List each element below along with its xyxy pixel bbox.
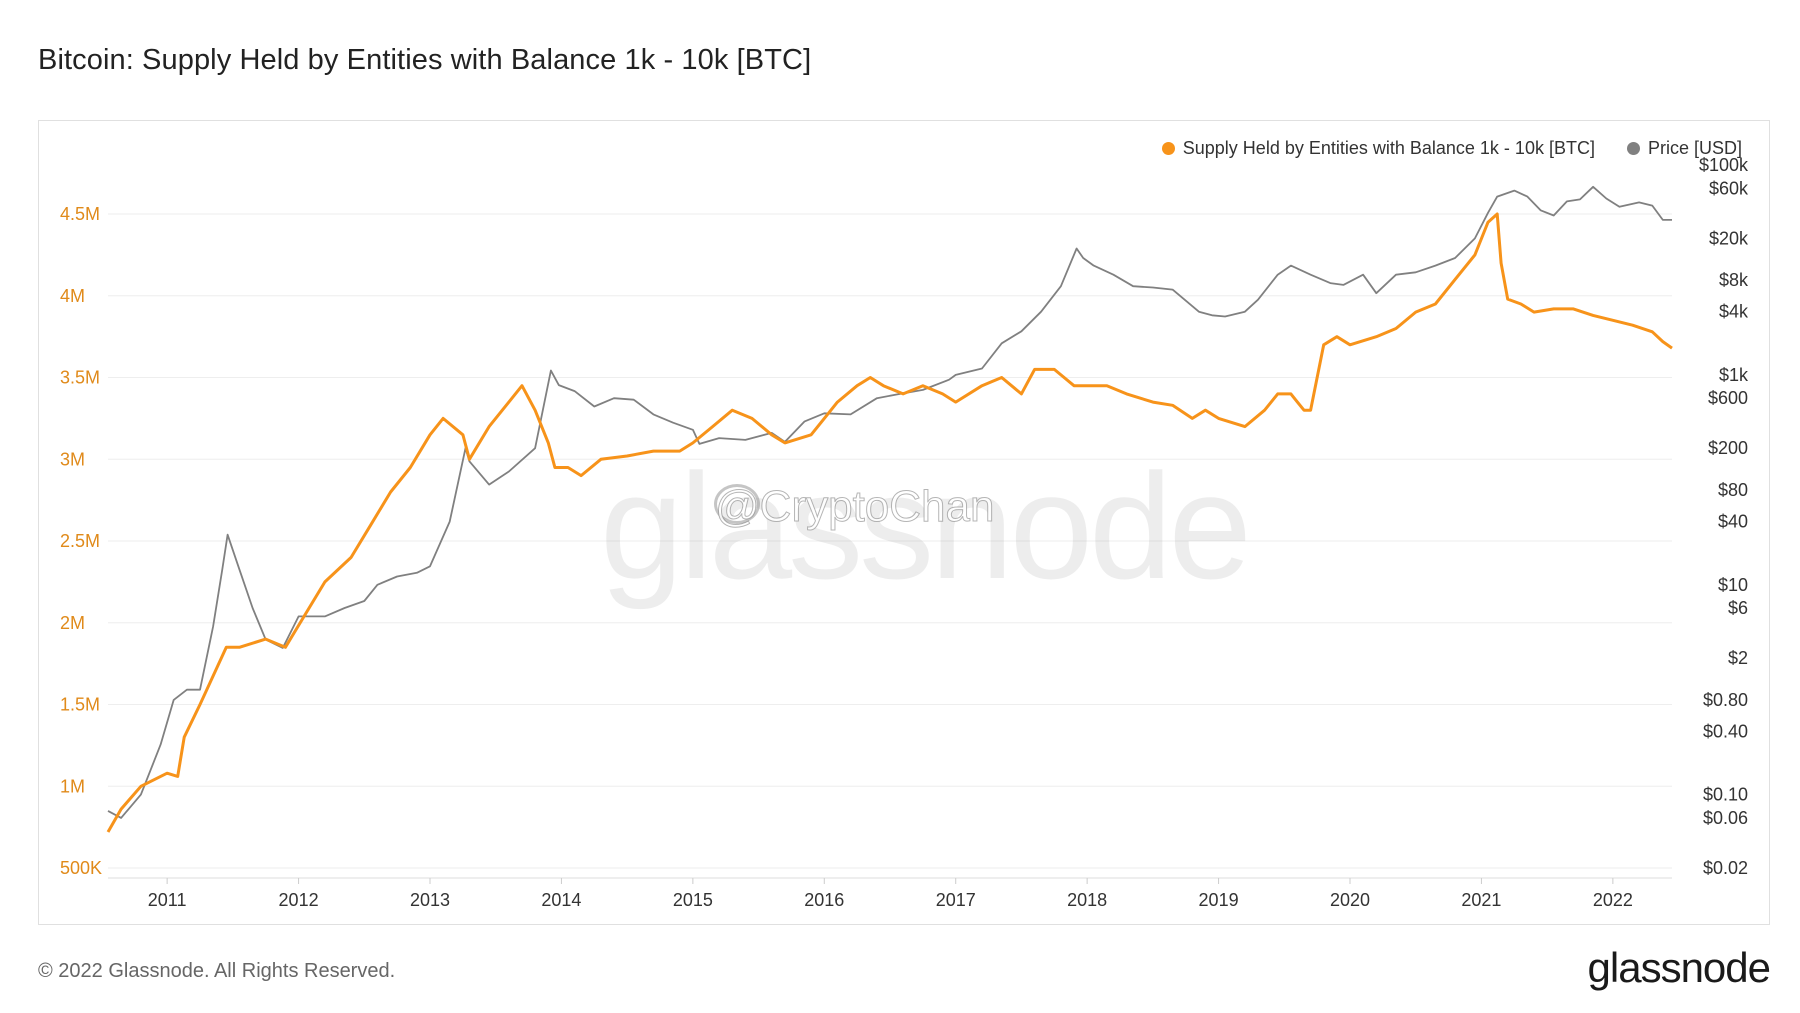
legend-label-price: Price [USD] <box>1647 138 1742 158</box>
x-axis-tick-label: 2022 <box>1593 890 1633 910</box>
legend-label-supply: Supply Held by Entities with Balance 1k … <box>1182 138 1595 158</box>
x-axis-tick-label: 2016 <box>804 890 844 910</box>
legend-dot-supply <box>1161 142 1175 155</box>
right-axis-tick-label: $4k <box>1719 302 1749 322</box>
supply-series-line <box>106 212 1673 833</box>
legend-dot-price <box>1626 142 1640 155</box>
x-axis-tick-label: 2013 <box>410 890 450 910</box>
right-axis-tick-label: $0.06 <box>1703 808 1748 828</box>
right-axis-tick-label: $40 <box>1718 512 1748 532</box>
x-axis-tick-label: 2020 <box>1330 890 1370 910</box>
x-axis-tick-label: 2017 <box>936 890 976 910</box>
right-axis-tick-label: $60k <box>1709 178 1749 198</box>
grid-lines <box>108 213 1672 869</box>
x-axis-ticks: 2011 2012 2013 2014 2015 2016 2017 2018 2019 2020… <box>108 877 1672 910</box>
copyright-footer: © 2022 Glassnode. All Rights Reserved. <box>38 960 396 982</box>
left-axis-tick-label: 4M <box>60 286 85 306</box>
right-axis-tick-label: $80 <box>1718 480 1748 500</box>
x-axis-tick-label: 2015 <box>673 890 713 910</box>
right-axis-ticks: $0.02 $0.06 $0.10 $0.40 $0.80 $2 $6 $10 $40 $80 $2… <box>1699 155 1749 878</box>
right-axis-tick-label: $0.02 <box>1703 858 1748 878</box>
x-axis-tick-label: 2021 <box>1461 890 1501 910</box>
left-axis-ticks: 500K 1M 1.5M 2M 2.5M 3M 3.5M 4M 4.5M <box>60 204 102 878</box>
right-axis-tick-label: $6 <box>1728 598 1748 618</box>
right-axis-tick-label: $100k <box>1699 155 1749 175</box>
right-axis-tick-label: $8k <box>1719 270 1749 290</box>
legend-item-price[interactable]: Price [USD] <box>1626 138 1742 159</box>
left-axis-tick-label: 1M <box>60 776 85 796</box>
right-axis-tick-label: $0.80 <box>1703 690 1748 710</box>
right-axis-tick-label: $200 <box>1708 438 1748 458</box>
right-axis-tick-label: $10 <box>1718 575 1748 595</box>
right-axis-tick-label: $2 <box>1728 648 1748 668</box>
x-axis-tick-label: 2018 <box>1067 890 1107 910</box>
chart-title: Bitcoin: Supply Held by Entities with Ba… <box>38 44 812 76</box>
left-axis-tick-label: 3M <box>60 449 85 469</box>
glassnode-logo[interactable]: glassnode <box>1587 944 1771 991</box>
right-axis-tick-label: $1k <box>1719 365 1749 385</box>
right-axis-tick-label: $0.40 <box>1703 721 1748 741</box>
left-axis-tick-label: 3.5M <box>60 368 100 388</box>
chart-panel <box>38 120 1770 925</box>
left-axis-tick-label: 1.5M <box>60 695 100 715</box>
x-axis-tick-label: 2012 <box>279 890 319 910</box>
right-axis-tick-label: $0.10 <box>1703 785 1748 805</box>
right-axis-tick-label: $20k <box>1709 228 1749 248</box>
series-lines <box>106 185 1673 833</box>
left-axis-tick-label: 2.5M <box>60 531 100 551</box>
left-axis-tick-label: 4.5M <box>60 204 100 224</box>
price-series-line <box>107 185 1672 819</box>
chart-legend: Supply Held by Entities with Balance 1k … <box>1161 138 1742 159</box>
left-axis-tick-label: 2M <box>60 613 85 633</box>
left-axis-tick-label: 500K <box>60 858 102 878</box>
x-axis-tick-label: 2014 <box>541 890 581 910</box>
weibo-icon <box>714 484 760 524</box>
right-axis-tick-label: $600 <box>1708 388 1748 408</box>
x-axis-tick-label: 2011 <box>148 890 187 910</box>
x-axis-tick-label: 2019 <box>1199 890 1239 910</box>
legend-item-supply[interactable]: Supply Held by Entities with Balance 1k … <box>1161 138 1595 159</box>
